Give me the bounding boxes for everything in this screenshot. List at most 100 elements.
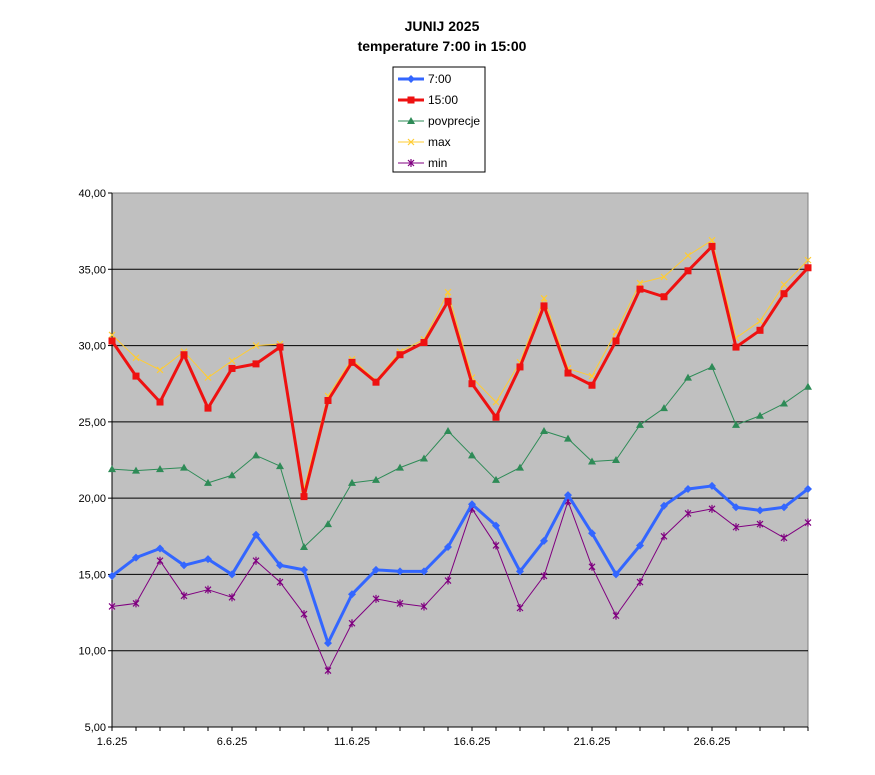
legend: 7:00 15:00 povprecje max min	[392, 66, 486, 173]
chart-subtitle: temperature 7:00 in 15:00	[358, 38, 527, 54]
data-point-min	[180, 591, 188, 600]
series-line-15-00	[110, 244, 810, 499]
data-point-max	[804, 256, 812, 264]
data-point-7-00	[660, 501, 668, 510]
y-tick-label: 35,00	[78, 264, 106, 276]
data-point-max	[444, 288, 452, 296]
data-point-15-00	[756, 326, 764, 334]
data-point-min	[540, 571, 548, 580]
data-point-min	[684, 509, 692, 518]
data-point-7-00	[684, 484, 692, 493]
data-point-7-00	[420, 567, 428, 576]
data-point-min	[276, 578, 284, 587]
data-point-15-00	[348, 358, 356, 366]
data-point-7-00	[780, 503, 788, 512]
y-tick-label: 10,00	[78, 646, 106, 658]
data-point-15-00	[228, 364, 236, 372]
data-point-15-00	[708, 242, 716, 250]
y-tick-label: 30,00	[78, 341, 106, 353]
data-point-15-00	[540, 302, 548, 310]
data-point-povprecje	[636, 420, 644, 428]
data-point-min	[660, 532, 668, 541]
data-point-7-00	[180, 561, 188, 570]
data-point-min	[420, 602, 428, 611]
legend-item-povprecje: povprecje	[398, 114, 480, 128]
series-7-00	[108, 481, 812, 648]
x-tick-label: 16.6.25	[454, 736, 491, 748]
data-point-min	[156, 556, 164, 565]
series-line-min	[111, 500, 809, 672]
data-point-max	[228, 357, 236, 365]
data-point-min	[228, 593, 236, 602]
data-point-15-00	[660, 293, 668, 301]
data-point-povprecje	[516, 463, 524, 471]
legend-item-min: min	[398, 156, 447, 170]
legend-item-max: max	[398, 135, 451, 149]
data-point-povprecje	[324, 520, 332, 528]
plot-area	[111, 192, 809, 728]
y-tick-label: 25,00	[78, 417, 106, 429]
data-point-7-00	[156, 544, 164, 553]
data-point-povprecje	[348, 478, 356, 486]
data-point-min	[492, 541, 500, 550]
data-point-7-00	[612, 570, 620, 579]
legend-label: max	[428, 135, 451, 149]
data-point-povprecje	[132, 466, 140, 474]
data-point-7-00	[396, 567, 404, 576]
data-point-min	[444, 576, 452, 585]
data-point-max	[204, 374, 212, 382]
data-point-min	[324, 666, 332, 675]
x-tick-label: 21.6.25	[574, 736, 611, 748]
data-point-min	[396, 599, 404, 608]
y-tick-label: 40,00	[78, 188, 106, 200]
data-point-7-00	[732, 503, 740, 512]
y-tick-label: 15,00	[78, 569, 106, 581]
data-point-max	[636, 279, 644, 287]
data-point-povprecje	[780, 399, 788, 407]
data-point-min	[132, 599, 140, 608]
data-point-15-00	[300, 493, 308, 501]
data-point-7-00	[540, 536, 548, 545]
data-point-max	[708, 236, 716, 244]
data-point-15-00	[444, 297, 452, 305]
legend-label: min	[428, 156, 447, 170]
series-min	[108, 497, 812, 675]
x-tick-label: 6.6.25	[217, 736, 248, 748]
data-point-15-00	[636, 285, 644, 293]
legend-label: 15:00	[428, 93, 458, 107]
data-point-15-00	[324, 396, 332, 404]
data-point-povprecje	[204, 478, 212, 486]
data-point-povprecje	[564, 434, 572, 442]
data-point-max	[108, 331, 116, 339]
data-point-min	[708, 504, 716, 513]
data-point-7-00	[348, 590, 356, 599]
data-point-15-00	[492, 413, 500, 421]
data-point-7-00	[444, 542, 452, 551]
data-point-povprecje	[468, 451, 476, 459]
series-line-7-00	[111, 484, 809, 645]
data-point-15-00	[612, 337, 620, 345]
data-point-povprecje	[252, 451, 260, 459]
data-point-max	[156, 366, 164, 374]
data-point-max	[132, 354, 140, 362]
data-point-15-00	[420, 339, 428, 347]
data-point-min	[732, 523, 740, 532]
data-point-povprecje	[420, 454, 428, 462]
data-point-min	[612, 611, 620, 620]
data-point-15-00	[108, 337, 116, 345]
data-point-povprecje	[708, 362, 716, 370]
data-point-povprecje	[540, 427, 548, 435]
data-point-15-00	[804, 264, 812, 272]
data-point-min	[516, 603, 524, 612]
data-point-7-00	[276, 561, 284, 570]
data-point-7-00	[468, 500, 476, 509]
data-point-15-00	[588, 381, 596, 389]
data-point-min	[300, 610, 308, 619]
data-point-15-00	[732, 343, 740, 351]
data-point-7-00	[372, 565, 380, 574]
data-point-15-00	[780, 290, 788, 298]
data-point-max	[492, 398, 500, 406]
data-point-15-00	[156, 398, 164, 406]
data-point-min	[372, 594, 380, 603]
data-point-min	[588, 562, 596, 571]
